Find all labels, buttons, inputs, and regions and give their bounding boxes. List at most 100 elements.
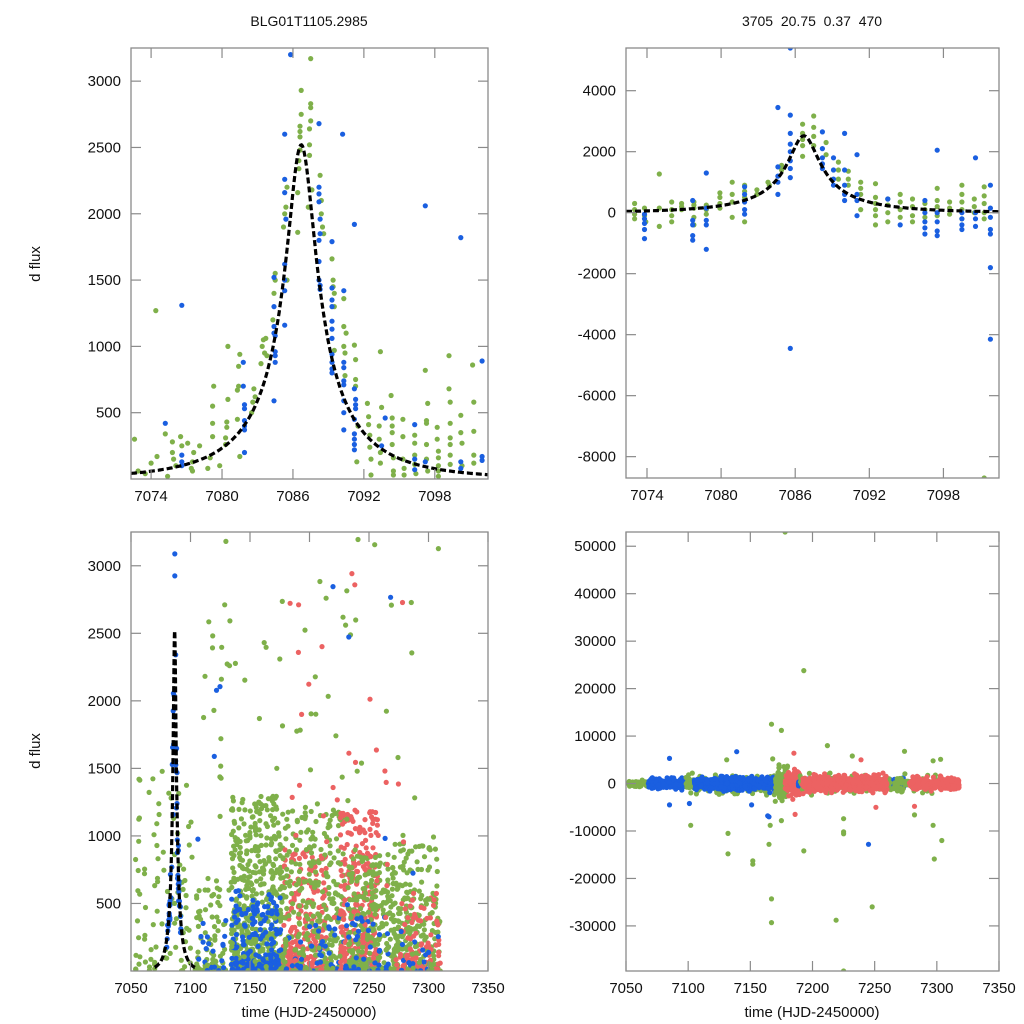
data-point-green bbox=[435, 546, 441, 552]
data-point-green bbox=[146, 789, 152, 796]
data-point-green bbox=[326, 884, 332, 891]
data-point-blue bbox=[885, 196, 891, 202]
data-point-green bbox=[259, 899, 265, 905]
data-point-green bbox=[306, 142, 313, 148]
data-point-blue bbox=[264, 941, 270, 947]
data-point-green bbox=[214, 914, 220, 920]
data-point-blue bbox=[355, 966, 362, 971]
data-point-green bbox=[298, 87, 304, 93]
data-point-green bbox=[315, 882, 321, 888]
data-point-green bbox=[427, 911, 433, 917]
data-point-red bbox=[354, 868, 361, 875]
data-point-green bbox=[323, 870, 329, 876]
data-point-green bbox=[777, 776, 784, 783]
data-point-green bbox=[471, 428, 477, 434]
data-point-green bbox=[669, 199, 675, 205]
data-point-blue bbox=[382, 415, 388, 421]
data-point-green bbox=[328, 932, 334, 938]
data-point-blue bbox=[666, 779, 672, 785]
data-point-green bbox=[237, 351, 243, 357]
data-point-green bbox=[215, 918, 222, 925]
data-point-red bbox=[318, 934, 324, 940]
data-point-blue bbox=[367, 944, 373, 950]
data-point-green bbox=[154, 821, 160, 827]
data-point-green bbox=[194, 915, 200, 921]
data-point-green bbox=[406, 848, 412, 854]
data-point-green bbox=[263, 335, 269, 341]
data-point-green bbox=[172, 920, 178, 926]
data-point-green bbox=[426, 846, 432, 852]
data-point-green bbox=[295, 880, 301, 886]
data-point-green bbox=[319, 889, 326, 895]
data-point-blue bbox=[265, 910, 271, 916]
data-point-green bbox=[235, 924, 241, 930]
data-point-blue bbox=[271, 304, 277, 310]
data-point-green bbox=[368, 472, 374, 478]
data-point-green bbox=[274, 765, 280, 771]
data-point-green bbox=[312, 869, 319, 875]
data-point-red bbox=[296, 855, 302, 862]
data-point-blue bbox=[221, 965, 227, 971]
data-point-green bbox=[282, 825, 288, 831]
data-point-blue bbox=[708, 785, 715, 791]
data-point-blue bbox=[250, 897, 256, 903]
data-point-blue bbox=[934, 147, 940, 153]
data-point-red bbox=[784, 786, 790, 792]
data-point-green bbox=[391, 953, 397, 959]
data-point-blue bbox=[278, 927, 284, 933]
data-point-green bbox=[412, 452, 418, 458]
data-point-green bbox=[315, 934, 321, 940]
data-point-green bbox=[297, 887, 303, 894]
data-point-green bbox=[934, 204, 940, 210]
data-point-green bbox=[300, 946, 306, 952]
data-point-blue bbox=[359, 918, 365, 924]
data-point-green bbox=[669, 219, 675, 225]
data-point-green bbox=[922, 214, 928, 220]
data-point-blue bbox=[288, 52, 294, 58]
data-point-red bbox=[363, 845, 369, 851]
data-point-blue bbox=[316, 121, 322, 127]
data-point-green bbox=[372, 542, 378, 548]
data-point-green bbox=[385, 852, 391, 858]
data-point-blue bbox=[298, 939, 304, 945]
data-point-green bbox=[308, 850, 315, 856]
data-point-green bbox=[897, 191, 903, 197]
data-point-blue bbox=[739, 787, 745, 793]
data-point-green bbox=[308, 105, 314, 111]
data-point-green bbox=[279, 598, 285, 605]
data-point-red bbox=[399, 901, 405, 907]
data-point-green bbox=[295, 934, 301, 940]
panel-top-right: 7074 7080 7086 7092 7098-8000-6000-4000-2000… bbox=[578, 47, 1000, 504]
data-point-blue bbox=[768, 776, 774, 782]
data-point-green bbox=[295, 229, 301, 235]
data-point-blue bbox=[235, 888, 241, 894]
data-point-green bbox=[729, 179, 735, 185]
data-point-green bbox=[202, 673, 208, 679]
data-point-green bbox=[632, 216, 638, 222]
data-point-blue bbox=[252, 930, 258, 937]
data-point-green bbox=[243, 832, 249, 838]
data-point-blue bbox=[260, 956, 266, 962]
data-point-green bbox=[349, 870, 355, 876]
data-point-green bbox=[137, 954, 143, 960]
data-point-blue bbox=[354, 916, 360, 922]
data-point-green bbox=[329, 256, 335, 262]
data-point-green bbox=[981, 200, 987, 207]
data-point-green bbox=[365, 909, 372, 915]
data-point-green bbox=[689, 770, 695, 776]
data-point-green bbox=[270, 884, 276, 890]
data-point-blue bbox=[282, 261, 288, 267]
y-tick-label: 3000 bbox=[88, 73, 121, 90]
x-tick-label: 7092 bbox=[853, 487, 886, 504]
data-point-red bbox=[338, 810, 344, 817]
data-point-green bbox=[845, 182, 851, 188]
data-point-green bbox=[362, 890, 369, 896]
data-point-green bbox=[400, 416, 406, 422]
data-point-blue bbox=[240, 383, 246, 389]
data-point-green bbox=[398, 848, 404, 854]
data-point-green bbox=[236, 363, 242, 369]
data-point-green bbox=[133, 952, 139, 958]
data-point-green bbox=[340, 614, 346, 620]
data-point-green bbox=[264, 835, 270, 841]
data-point-green bbox=[375, 941, 381, 947]
